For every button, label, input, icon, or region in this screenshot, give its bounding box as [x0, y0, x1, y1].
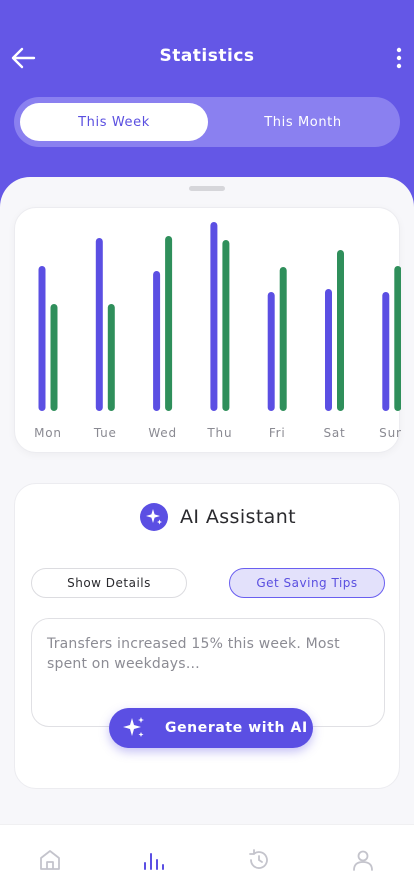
bottom-navigation — [0, 824, 414, 896]
ai-assistant-card: AI Assistant Show Details Get Saving Tip… — [14, 483, 400, 789]
more-menu-button[interactable] — [390, 44, 408, 72]
bar-fri-series-2 — [279, 267, 287, 411]
bar-thu-series-2 — [222, 240, 230, 411]
ai-response-textarea[interactable]: Transfers increased 15% this week. Most … — [31, 618, 385, 727]
bar-sat-series-2 — [337, 250, 344, 411]
generate-with-ai-button[interactable]: Generate with AI — [109, 708, 313, 748]
x-tick-label-mon: Mon — [34, 426, 62, 440]
tab-this-month[interactable]: This Month — [264, 114, 342, 130]
sparkle-icon — [123, 717, 144, 737]
bar-fri-series-1 — [267, 292, 275, 411]
history-icon — [249, 849, 268, 869]
more-vertical-icon — [396, 47, 402, 69]
weekly-bar-chart: Mon Tue Wed Thu Fri Sat Sun — [34, 222, 401, 440]
period-toggle: This Week This Month — [14, 97, 400, 147]
generate-with-ai-label: Generate with AI — [165, 720, 308, 736]
sparkle-icon — [146, 509, 162, 525]
get-saving-tips-button[interactable]: Get Saving Tips — [229, 568, 385, 598]
bar-wed-series-1 — [153, 271, 161, 411]
nav-history[interactable] — [246, 847, 272, 873]
bar-thu-series-1 — [210, 222, 218, 411]
x-tick-label-wed: Wed — [148, 426, 177, 440]
bar-wed-series-2 — [165, 236, 173, 411]
x-tick-label-fri: Fri — [269, 426, 286, 440]
x-tick-label-tue: Tue — [93, 426, 117, 440]
home-icon — [40, 850, 60, 870]
bar-tue-series-2 — [107, 304, 115, 411]
ai-assistant-icon — [140, 503, 168, 531]
bar-tue-series-1 — [95, 238, 103, 411]
profile-icon — [353, 850, 373, 871]
nav-home[interactable] — [37, 847, 63, 873]
bar-sun-series-2 — [394, 266, 401, 411]
bar-sun-series-1 — [382, 292, 390, 411]
bar-mon-series-1 — [38, 266, 46, 411]
page-title: Statistics — [159, 46, 255, 66]
show-details-button[interactable]: Show Details — [31, 568, 187, 598]
sheet-drag-handle[interactable] — [189, 186, 225, 191]
weekly-chart-card: Mon Tue Wed Thu Fri Sat Sun — [14, 207, 401, 453]
nav-statistics[interactable] — [141, 847, 167, 873]
x-tick-label-sat: Sat — [323, 426, 345, 440]
arrow-left-icon — [11, 47, 36, 69]
tab-this-week[interactable]: This Week — [20, 103, 208, 141]
bar-sat-series-1 — [325, 289, 332, 411]
x-tick-label-sun: Sun — [379, 426, 401, 440]
bar-mon-series-2 — [50, 304, 58, 411]
nav-profile[interactable] — [350, 847, 376, 873]
back-button[interactable] — [10, 44, 40, 72]
bar-chart-icon — [144, 853, 164, 870]
x-tick-label-thu: Thu — [206, 426, 232, 440]
ai-assistant-title: AI Assistant — [180, 506, 296, 528]
header: Statistics This Week This Month — [0, 0, 414, 230]
